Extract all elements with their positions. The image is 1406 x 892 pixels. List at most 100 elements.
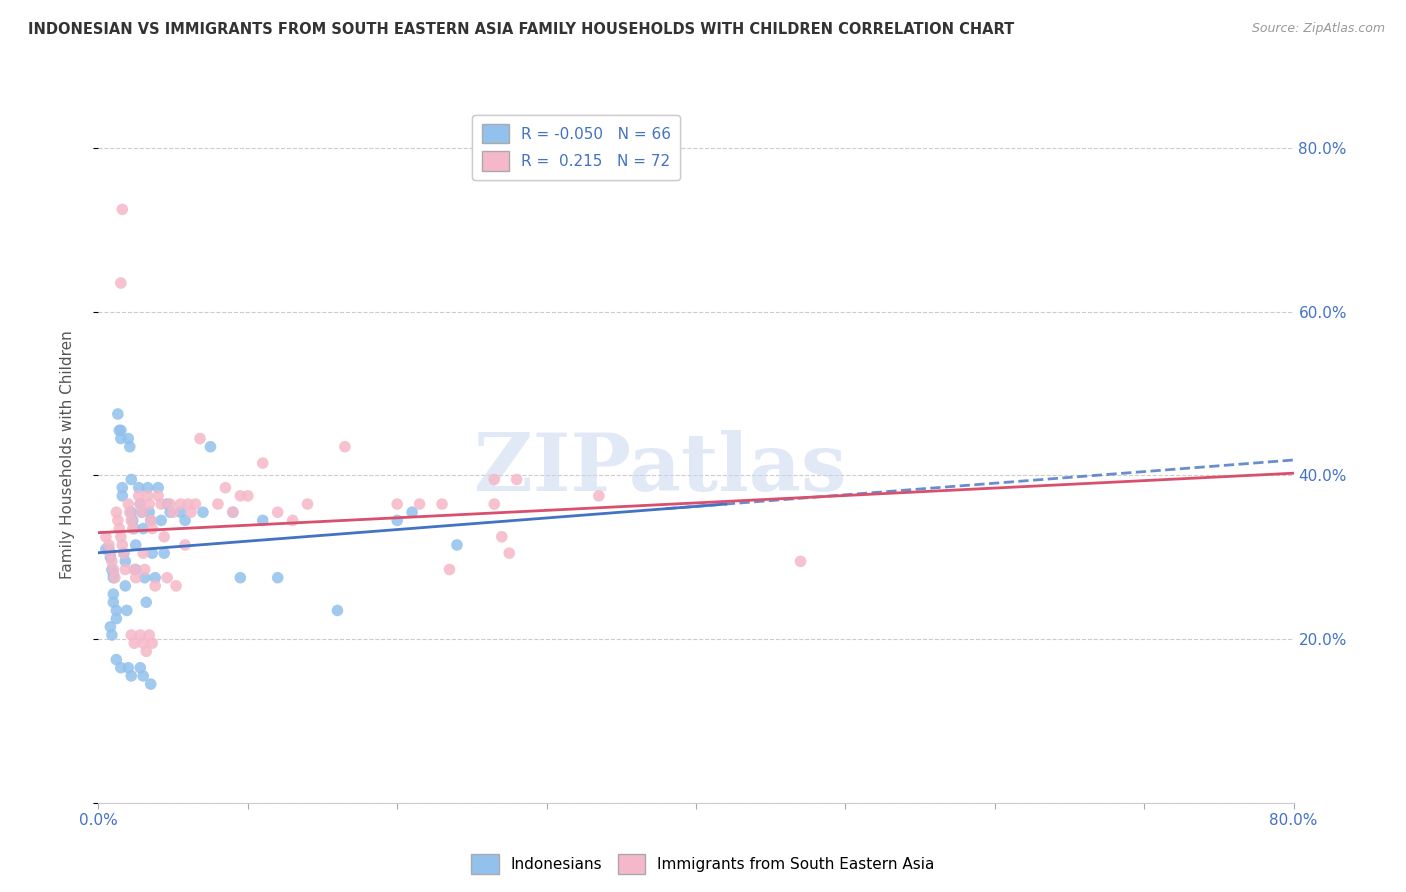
Point bbox=[430, 497, 453, 511]
Point bbox=[107, 513, 129, 527]
Point bbox=[267, 571, 290, 585]
Point bbox=[105, 652, 128, 666]
Point bbox=[139, 677, 162, 691]
Point bbox=[136, 489, 159, 503]
Point bbox=[124, 522, 146, 536]
Point bbox=[408, 497, 430, 511]
Point bbox=[129, 661, 152, 675]
Point bbox=[105, 603, 128, 617]
Point bbox=[297, 497, 319, 511]
Point bbox=[125, 538, 148, 552]
Point bbox=[135, 644, 157, 658]
Point bbox=[101, 562, 124, 576]
Point bbox=[112, 546, 135, 560]
Point bbox=[120, 669, 142, 683]
Point bbox=[108, 522, 131, 536]
Point bbox=[169, 505, 191, 519]
Point bbox=[110, 276, 132, 290]
Point bbox=[267, 505, 290, 519]
Point bbox=[111, 481, 134, 495]
Point bbox=[174, 513, 197, 527]
Point bbox=[252, 456, 274, 470]
Point bbox=[177, 497, 200, 511]
Point bbox=[118, 440, 141, 454]
Point bbox=[141, 636, 163, 650]
Point bbox=[148, 481, 170, 495]
Point bbox=[103, 595, 125, 609]
Point bbox=[326, 603, 349, 617]
Point bbox=[120, 513, 142, 527]
Point bbox=[138, 505, 160, 519]
Point bbox=[120, 628, 142, 642]
Point bbox=[94, 530, 117, 544]
Point bbox=[131, 505, 153, 519]
Point bbox=[120, 473, 142, 487]
Point bbox=[229, 571, 252, 585]
Point bbox=[385, 513, 409, 527]
Point bbox=[128, 489, 150, 503]
Point bbox=[131, 505, 153, 519]
Point bbox=[129, 628, 152, 642]
Point bbox=[153, 546, 176, 560]
Point bbox=[100, 620, 122, 634]
Point bbox=[112, 546, 135, 560]
Point bbox=[132, 546, 155, 560]
Point bbox=[139, 513, 162, 527]
Point bbox=[125, 562, 148, 576]
Point bbox=[180, 505, 202, 519]
Point bbox=[110, 423, 132, 437]
Point bbox=[153, 530, 176, 544]
Point bbox=[156, 497, 179, 511]
Point bbox=[105, 505, 128, 519]
Point bbox=[150, 513, 173, 527]
Legend: R = -0.050   N = 66, R =  0.215   N = 72: R = -0.050 N = 66, R = 0.215 N = 72 bbox=[472, 115, 681, 180]
Text: Source: ZipAtlas.com: Source: ZipAtlas.com bbox=[1251, 22, 1385, 36]
Point bbox=[207, 497, 229, 511]
Point bbox=[94, 542, 117, 557]
Point bbox=[252, 513, 274, 527]
Point bbox=[165, 579, 187, 593]
Point bbox=[169, 497, 191, 511]
Point bbox=[159, 497, 181, 511]
Point bbox=[107, 407, 129, 421]
Point bbox=[104, 571, 127, 585]
Point bbox=[150, 497, 173, 511]
Point bbox=[97, 542, 120, 557]
Point bbox=[333, 440, 356, 454]
Point bbox=[101, 554, 124, 568]
Point bbox=[105, 612, 128, 626]
Text: INDONESIAN VS IMMIGRANTS FROM SOUTH EASTERN ASIA FAMILY HOUSEHOLDS WITH CHILDREN: INDONESIAN VS IMMIGRANTS FROM SOUTH EAST… bbox=[28, 22, 1014, 37]
Point bbox=[138, 497, 160, 511]
Y-axis label: Family Households with Children: Family Households with Children bbox=[60, 331, 75, 579]
Point bbox=[184, 497, 207, 511]
Point bbox=[200, 440, 222, 454]
Point bbox=[214, 481, 236, 495]
Point bbox=[111, 202, 134, 217]
Point bbox=[132, 522, 155, 536]
Point bbox=[141, 522, 163, 536]
Point bbox=[120, 505, 142, 519]
Point bbox=[191, 505, 214, 519]
Point bbox=[135, 595, 157, 609]
Point bbox=[117, 497, 139, 511]
Point bbox=[97, 538, 120, 552]
Point bbox=[281, 513, 304, 527]
Point bbox=[100, 546, 122, 560]
Point bbox=[108, 423, 131, 437]
Point bbox=[129, 497, 152, 511]
Point bbox=[118, 505, 141, 519]
Point bbox=[506, 473, 529, 487]
Point bbox=[117, 432, 139, 446]
Point bbox=[121, 513, 143, 527]
Point bbox=[143, 571, 166, 585]
Point bbox=[134, 562, 156, 576]
Point bbox=[222, 505, 245, 519]
Point bbox=[156, 571, 179, 585]
Point bbox=[103, 571, 125, 585]
Point bbox=[110, 432, 132, 446]
Point bbox=[138, 628, 160, 642]
Point bbox=[128, 481, 150, 495]
Point bbox=[385, 497, 409, 511]
Point bbox=[110, 661, 132, 675]
Point bbox=[229, 489, 252, 503]
